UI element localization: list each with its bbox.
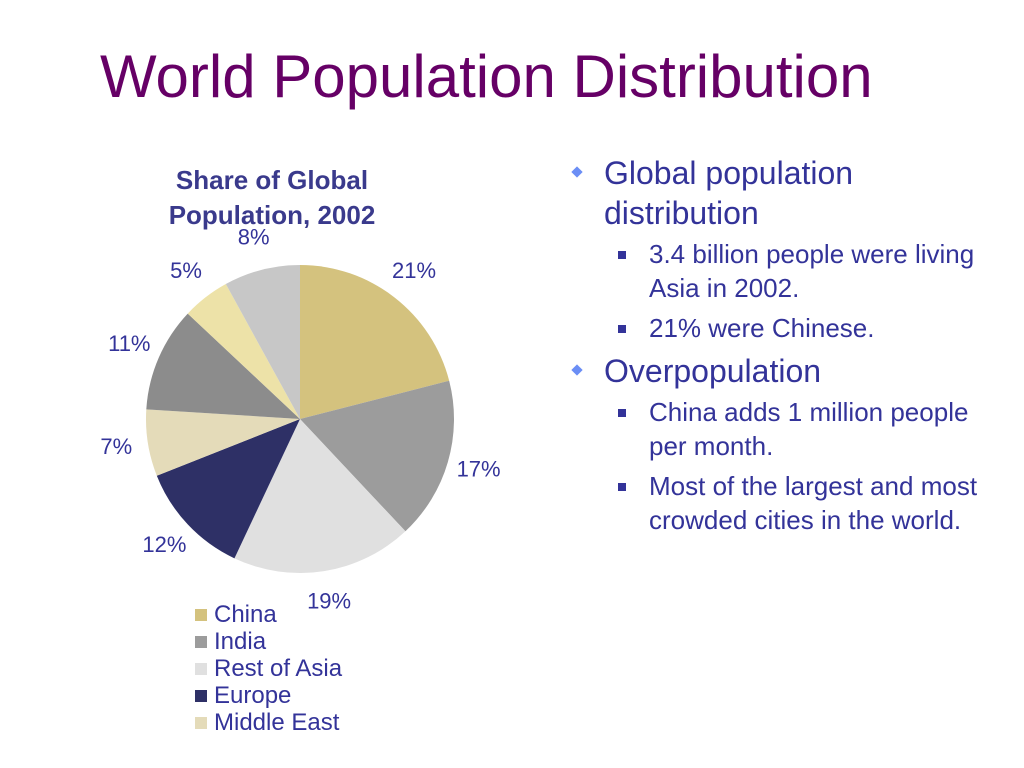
pie-slice bbox=[225, 265, 300, 419]
sub-bullet-item: Most of the largest and most crowded cit… bbox=[604, 469, 1010, 537]
legend-label: Rest of Asia bbox=[214, 655, 343, 682]
legend-item: Europe bbox=[195, 682, 342, 709]
legend-item: Rest of Asia bbox=[195, 655, 342, 682]
bullet-list: Global population distribution 3.4 billio… bbox=[560, 153, 1010, 543]
legend-swatch bbox=[195, 608, 207, 621]
sub-bullet-text: 3.4 billion people were living Asia in 2… bbox=[649, 239, 975, 303]
legend-item: Middle East bbox=[195, 709, 342, 736]
pie-slice bbox=[300, 265, 450, 419]
sub-bullet-item: China adds 1 million people per month. bbox=[604, 395, 1010, 463]
sub-bullet-text: China adds 1 million people per month. bbox=[649, 397, 969, 461]
legend-item: India bbox=[195, 628, 342, 655]
pie-slice bbox=[145, 409, 300, 476]
slice-percent-label: 11% bbox=[108, 331, 150, 356]
diamond-bullet-icon bbox=[571, 166, 583, 178]
legend-swatch bbox=[195, 716, 207, 729]
pie-slice bbox=[234, 419, 406, 573]
slice-percent-label: 8% bbox=[238, 225, 270, 250]
sub-bullet-item: 3.4 billion people were living Asia in 2… bbox=[604, 237, 1010, 305]
diamond-bullet-icon bbox=[571, 364, 583, 376]
square-bullet-icon bbox=[618, 325, 626, 333]
legend-label: India bbox=[214, 628, 267, 655]
slide-title: World Population Distribution bbox=[100, 43, 873, 110]
legend-swatch bbox=[195, 635, 207, 648]
bullet-item: Global population distribution 3.4 billio… bbox=[560, 153, 1010, 345]
legend-label: Europe bbox=[214, 682, 292, 709]
sub-bullet-text: 21% were Chinese. bbox=[649, 313, 875, 343]
pie-slice bbox=[146, 313, 300, 419]
square-bullet-icon bbox=[618, 483, 626, 491]
slice-percent-label: 19% bbox=[307, 589, 351, 614]
pie-slice bbox=[187, 284, 300, 419]
pie-slice bbox=[156, 419, 300, 559]
chart-legend: China India Rest of Asia Europe Middle East bbox=[195, 601, 342, 736]
legend-swatch bbox=[195, 689, 207, 702]
legend-swatch bbox=[195, 662, 207, 675]
chart-title: Share of Global Population, 2002 bbox=[168, 165, 376, 230]
slice-percent-label: 5% bbox=[170, 258, 202, 283]
sub-bullet-item: 21% were Chinese. bbox=[604, 311, 1010, 345]
slice-percent-label: 17% bbox=[457, 457, 501, 482]
legend-item: China bbox=[195, 601, 342, 628]
sub-bullet-list: 3.4 billion people were living Asia in 2… bbox=[604, 237, 1010, 345]
slice-percent-label: 7% bbox=[100, 434, 132, 459]
bullet-text: Overpopulation bbox=[604, 353, 822, 389]
sub-bullet-list: China adds 1 million people per month. Mo… bbox=[604, 395, 1010, 537]
bullet-text: Global population distribution bbox=[604, 155, 854, 231]
legend-label: Middle East bbox=[214, 709, 340, 736]
slice-percent-label: 21% bbox=[392, 258, 436, 283]
square-bullet-icon bbox=[618, 409, 626, 417]
bullet-item: Overpopulation China adds 1 million peopl… bbox=[560, 351, 1010, 537]
sub-bullet-text: Most of the largest and most crowded cit… bbox=[649, 471, 978, 535]
slice-percent-label: 12% bbox=[142, 532, 186, 557]
legend-label: China bbox=[214, 601, 277, 628]
pie-slice bbox=[300, 380, 454, 532]
square-bullet-icon bbox=[618, 251, 626, 259]
